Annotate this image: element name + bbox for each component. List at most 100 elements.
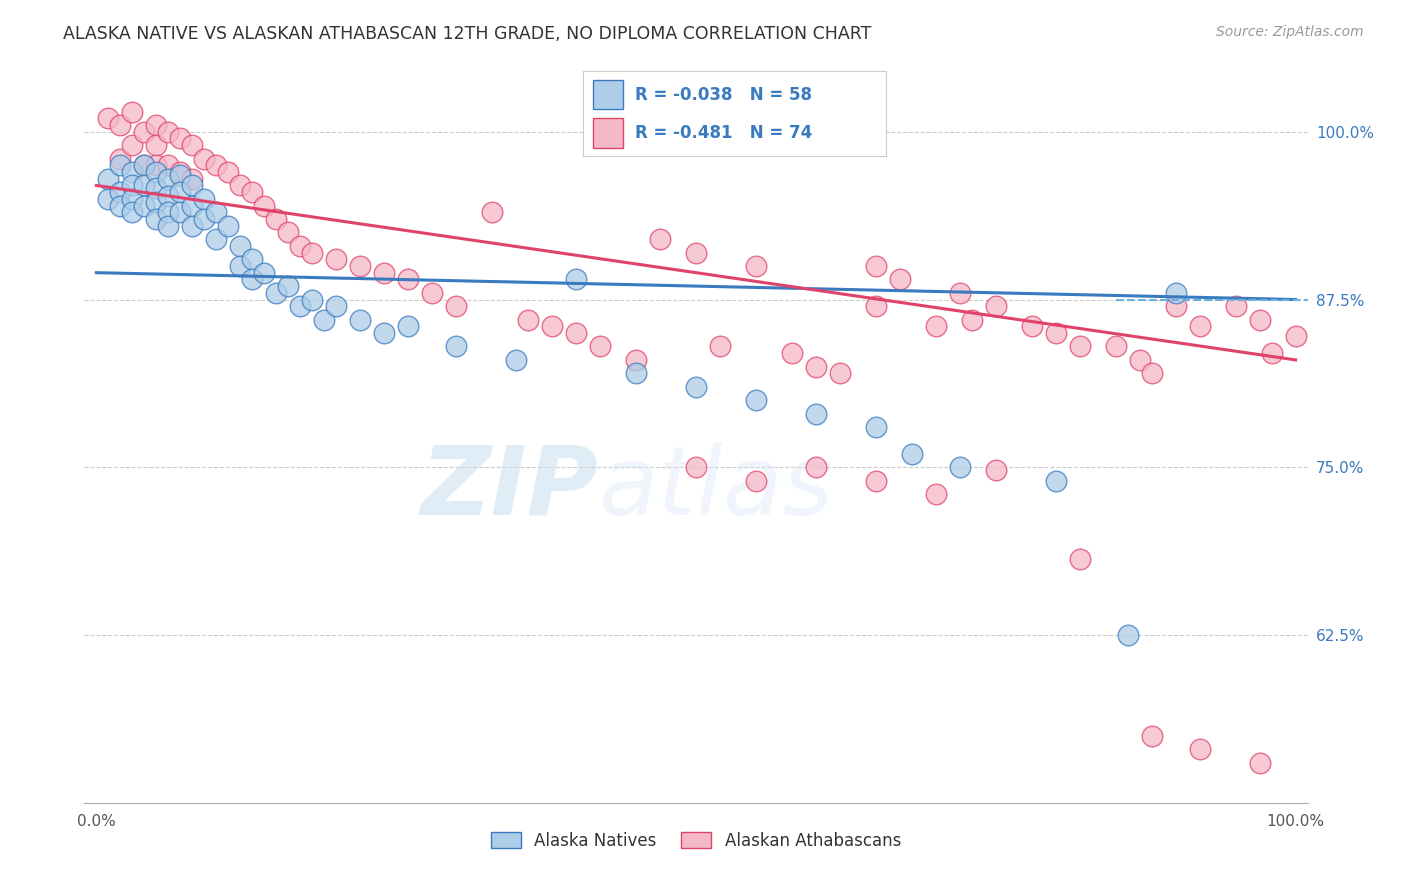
Point bbox=[745, 393, 768, 408]
Point bbox=[181, 219, 204, 233]
Point bbox=[745, 259, 768, 273]
Bar bbox=[592, 118, 623, 147]
Point bbox=[277, 226, 299, 240]
Point bbox=[314, 312, 336, 326]
Point bbox=[205, 232, 228, 246]
Point bbox=[745, 474, 768, 488]
Point bbox=[97, 171, 120, 186]
Point bbox=[1225, 299, 1247, 313]
Text: ZIP: ZIP bbox=[420, 442, 598, 535]
Point bbox=[685, 380, 707, 394]
Point bbox=[1249, 756, 1271, 770]
Point bbox=[193, 212, 215, 227]
Point bbox=[290, 239, 312, 253]
Point bbox=[181, 171, 204, 186]
Point bbox=[373, 266, 395, 280]
Point bbox=[685, 460, 707, 475]
Point bbox=[169, 131, 191, 145]
Point bbox=[541, 319, 564, 334]
Point bbox=[1069, 551, 1091, 566]
Point bbox=[134, 158, 156, 172]
Text: R = -0.038   N = 58: R = -0.038 N = 58 bbox=[636, 86, 811, 103]
Point bbox=[121, 192, 143, 206]
Point bbox=[901, 447, 924, 461]
Point bbox=[325, 252, 347, 267]
Point bbox=[229, 178, 252, 193]
Point bbox=[780, 346, 803, 360]
Point bbox=[134, 125, 156, 139]
Point bbox=[949, 285, 972, 300]
Point bbox=[145, 165, 167, 179]
Point bbox=[349, 259, 371, 273]
Point bbox=[229, 259, 252, 273]
Text: R = -0.481   N = 74: R = -0.481 N = 74 bbox=[636, 124, 813, 142]
Point bbox=[1140, 729, 1163, 743]
Point bbox=[325, 299, 347, 313]
Point bbox=[984, 463, 1007, 477]
Point bbox=[169, 165, 191, 179]
Point bbox=[804, 407, 827, 421]
Point bbox=[110, 198, 132, 212]
Point bbox=[505, 352, 527, 367]
Point bbox=[157, 158, 180, 172]
Point bbox=[1284, 328, 1306, 343]
Point bbox=[121, 138, 143, 153]
Point bbox=[517, 312, 540, 326]
Point bbox=[157, 205, 180, 219]
Point bbox=[804, 460, 827, 475]
Point bbox=[301, 293, 323, 307]
Point bbox=[134, 158, 156, 172]
Point bbox=[648, 232, 671, 246]
Point bbox=[157, 171, 180, 186]
Point bbox=[145, 138, 167, 153]
Point bbox=[1188, 319, 1211, 334]
Point bbox=[121, 178, 143, 193]
Point bbox=[110, 152, 132, 166]
Point bbox=[121, 104, 143, 119]
Point bbox=[396, 319, 419, 334]
Point bbox=[97, 112, 120, 126]
Point bbox=[1140, 367, 1163, 381]
Point bbox=[1249, 312, 1271, 326]
Point bbox=[1164, 299, 1187, 313]
Point bbox=[1188, 742, 1211, 756]
Point bbox=[229, 239, 252, 253]
Point bbox=[865, 299, 887, 313]
Bar bbox=[592, 80, 623, 110]
Point bbox=[565, 272, 588, 286]
Point bbox=[1260, 346, 1282, 360]
Point bbox=[145, 181, 167, 195]
Point bbox=[157, 125, 180, 139]
Point bbox=[193, 192, 215, 206]
Point bbox=[97, 192, 120, 206]
Point bbox=[865, 474, 887, 488]
Point bbox=[121, 205, 143, 219]
Point bbox=[157, 189, 180, 203]
Point bbox=[396, 272, 419, 286]
Point bbox=[240, 252, 263, 267]
Point bbox=[240, 272, 263, 286]
Point bbox=[193, 152, 215, 166]
Point bbox=[865, 420, 887, 434]
Point bbox=[865, 259, 887, 273]
Point bbox=[110, 118, 132, 132]
Point bbox=[828, 367, 851, 381]
Point bbox=[589, 339, 612, 353]
Legend: Alaska Natives, Alaskan Athabascans: Alaska Natives, Alaskan Athabascans bbox=[484, 825, 908, 856]
Point bbox=[685, 245, 707, 260]
Point bbox=[925, 487, 948, 501]
Point bbox=[145, 194, 167, 209]
Point bbox=[134, 198, 156, 212]
Point bbox=[110, 185, 132, 199]
Point bbox=[134, 178, 156, 193]
Point bbox=[481, 205, 503, 219]
Point bbox=[1069, 339, 1091, 353]
Point bbox=[110, 158, 132, 172]
Point bbox=[889, 272, 911, 286]
Text: atlas: atlas bbox=[598, 442, 834, 535]
Point bbox=[181, 138, 204, 153]
Point bbox=[277, 279, 299, 293]
Point bbox=[205, 158, 228, 172]
Point bbox=[349, 312, 371, 326]
Point bbox=[565, 326, 588, 340]
